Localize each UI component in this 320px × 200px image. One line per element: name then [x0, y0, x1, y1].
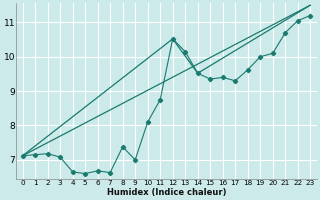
X-axis label: Humidex (Indice chaleur): Humidex (Indice chaleur) — [107, 188, 226, 197]
